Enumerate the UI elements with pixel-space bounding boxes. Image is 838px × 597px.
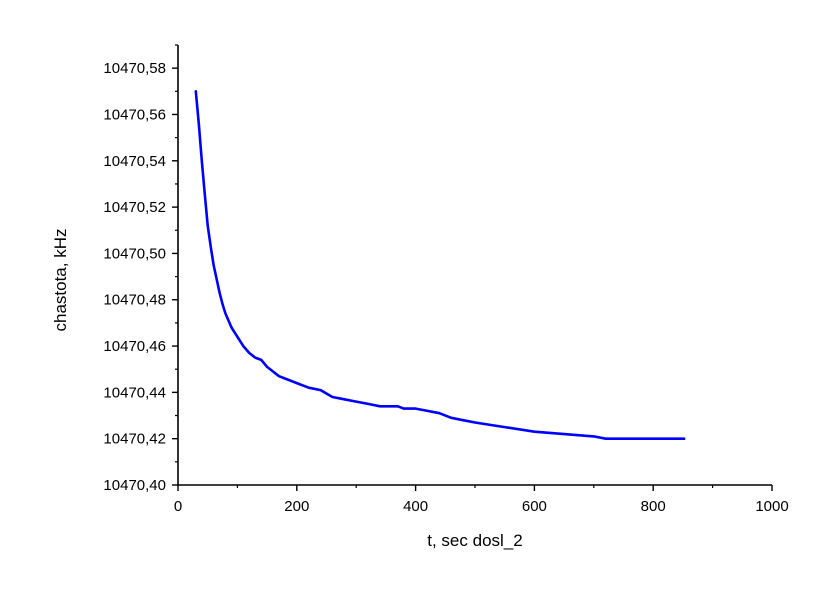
y-tick-label: 10470,56 (103, 106, 166, 123)
y-tick-label: 10470,52 (103, 199, 166, 216)
y-tick-label: 10470,40 (103, 477, 166, 494)
y-axis-title: chastota, kHz (51, 229, 70, 332)
x-tick-label: 0 (174, 498, 182, 515)
x-ticks: 0 200 400 600 800 1000 (174, 485, 789, 515)
y-ticks: 10470,40 10470,42 10470,44 10470,46 10470,48… (103, 44, 178, 494)
x-tick-label: 600 (522, 498, 547, 515)
y-tick-label: 10470,46 (103, 338, 166, 355)
series-line (194, 90, 686, 440)
y-tick-label: 10470,58 (103, 60, 166, 77)
x-tick-label: 1000 (755, 498, 788, 515)
y-tick-label: 10470,48 (103, 292, 166, 309)
x-tick-label: 800 (641, 498, 666, 515)
y-tick-label: 10470,54 (103, 153, 166, 170)
x-axis-title: t, sec dosl_2 (427, 531, 522, 550)
y-tick-label: 10470,50 (103, 245, 166, 262)
x-tick-label: 200 (284, 498, 309, 515)
y-tick-label: 10470,42 (103, 431, 166, 448)
y-tick-label: 10470,44 (103, 384, 166, 401)
x-tick-label: 400 (403, 498, 428, 515)
